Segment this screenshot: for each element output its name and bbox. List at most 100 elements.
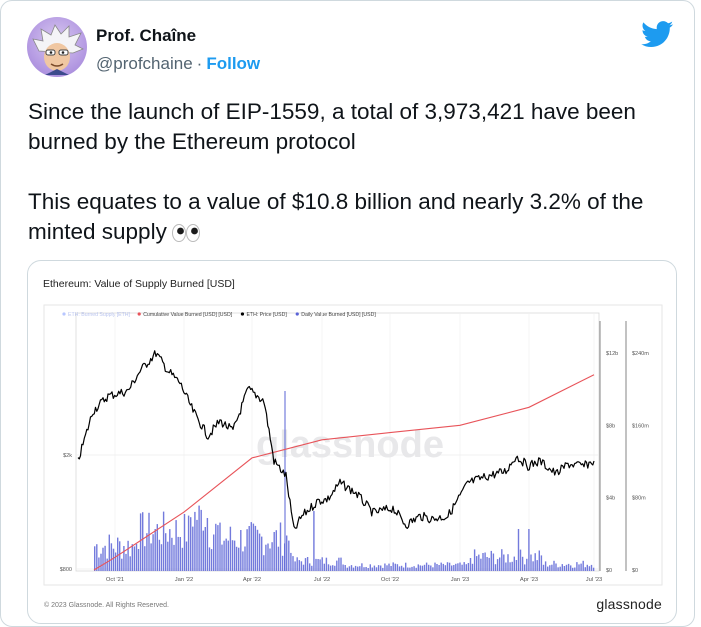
daily-value-bar — [179, 537, 181, 571]
daily-value-bar — [154, 529, 156, 571]
daily-value-bar — [327, 564, 330, 571]
daily-value-bar — [369, 564, 371, 571]
daily-value-bar — [102, 547, 104, 571]
daily-value-bar — [503, 554, 505, 571]
daily-value-bar — [386, 565, 388, 571]
daily-value-bar — [127, 540, 129, 571]
author-handle[interactable]: @profchaine — [96, 54, 193, 73]
legend-marker — [137, 312, 141, 316]
daily-value-bar — [402, 567, 405, 571]
daily-value-bar — [165, 533, 167, 571]
daily-value-bar — [530, 554, 532, 571]
daily-value-bar — [507, 554, 509, 571]
chart-card[interactable]: Ethereum: Value of Supply Burned [USD] E… — [27, 260, 677, 624]
daily-value-bar — [453, 565, 455, 571]
daily-value-bar — [565, 564, 568, 571]
watermark-text: glassnode — [256, 424, 444, 466]
legend-label: Cumulative Value Burned [USD] [USD] — [143, 312, 233, 318]
daily-value-bar — [517, 529, 520, 571]
legend-marker — [62, 312, 66, 316]
daily-value-bar — [409, 567, 411, 571]
avatar-illustration — [32, 24, 84, 75]
daily-value-bar — [313, 511, 315, 571]
daily-value-bar — [144, 546, 146, 571]
daily-value-bar — [346, 567, 348, 571]
daily-value-bar — [162, 511, 165, 571]
daily-value-bar — [405, 562, 407, 571]
daily-value-bar — [352, 567, 355, 571]
daily-value-bar — [476, 556, 478, 571]
daily-value-bar — [98, 557, 100, 571]
twitter-bird-icon[interactable] — [641, 21, 674, 48]
daily-value-bar — [173, 544, 175, 571]
daily-value-bar — [137, 549, 140, 571]
daily-value-bar — [152, 534, 154, 571]
footer-brand: glassnode — [596, 596, 662, 612]
left-axis-tick-label: $800 — [60, 567, 72, 573]
daily-value-bar — [338, 557, 340, 571]
daily-value-bar — [192, 526, 194, 571]
eyes-emoji-icon — [171, 224, 200, 243]
daily-value-bar — [423, 564, 426, 571]
daily-value-bar — [269, 548, 271, 571]
daily-value-bar — [559, 566, 561, 571]
daily-value-bar — [142, 512, 144, 571]
daily-value-bar — [532, 561, 534, 571]
right-outer-axis-tick-label: $0 — [632, 568, 638, 574]
x-axis-tick-label: Jul '23 — [586, 577, 603, 583]
daily-value-bar — [202, 530, 204, 571]
daily-value-bar — [319, 559, 321, 571]
avatar[interactable] — [27, 17, 87, 77]
daily-value-bar — [494, 564, 497, 571]
daily-value-bar — [342, 564, 344, 571]
daily-value-bar — [275, 530, 277, 571]
x-axis-tick-label: Apr '23 — [520, 577, 538, 583]
x-axis-tick-label: Jan '23 — [451, 577, 470, 583]
handle-row: @profchaine · Follow — [96, 54, 260, 74]
daily-value-bar — [540, 555, 543, 571]
daily-value-bar — [279, 522, 282, 571]
daily-value-bar — [169, 529, 171, 571]
daily-value-bar — [473, 549, 476, 571]
daily-value-bar — [125, 553, 127, 571]
daily-value-bar — [361, 563, 363, 571]
daily-value-bar — [578, 564, 580, 571]
daily-value-bar — [94, 546, 96, 571]
daily-value-bar — [244, 546, 246, 571]
daily-value-bar — [336, 560, 338, 571]
daily-value-bar — [563, 566, 566, 571]
daily-value-bar — [200, 509, 202, 571]
daily-value-bar — [181, 547, 184, 571]
daily-value-bar — [246, 529, 248, 571]
daily-value-bar — [304, 558, 307, 571]
daily-value-bar — [490, 550, 492, 571]
daily-value-bar — [277, 546, 280, 571]
daily-value-bar — [511, 561, 513, 571]
daily-value-bar — [432, 567, 434, 571]
daily-value-bar — [315, 558, 317, 571]
daily-value-bar — [292, 556, 294, 571]
daily-value-bar — [384, 563, 386, 571]
daily-value-bar — [572, 567, 574, 571]
daily-value-bar — [311, 565, 313, 571]
right-inner-axis-tick-label: $0 — [606, 568, 612, 574]
daily-value-bar — [394, 563, 396, 571]
daily-value-bar — [411, 566, 413, 571]
daily-value-bar — [392, 562, 394, 571]
daily-value-bar — [459, 562, 461, 571]
daily-value-bar — [227, 540, 229, 571]
daily-value-bar — [265, 544, 267, 571]
daily-value-bar — [538, 550, 540, 571]
daily-value-bar — [417, 564, 419, 571]
daily-value-bar — [513, 556, 515, 571]
daily-value-bar — [139, 513, 142, 571]
daily-value-bar — [496, 559, 499, 571]
daily-value-bar — [557, 567, 559, 571]
follow-button[interactable]: Follow — [206, 54, 261, 73]
daily-value-bar — [256, 529, 259, 571]
daily-value-bar — [133, 546, 136, 571]
daily-value-bar — [561, 564, 563, 571]
daily-value-bar — [549, 565, 551, 571]
author-name[interactable]: Prof. Chaîne — [96, 26, 197, 45]
